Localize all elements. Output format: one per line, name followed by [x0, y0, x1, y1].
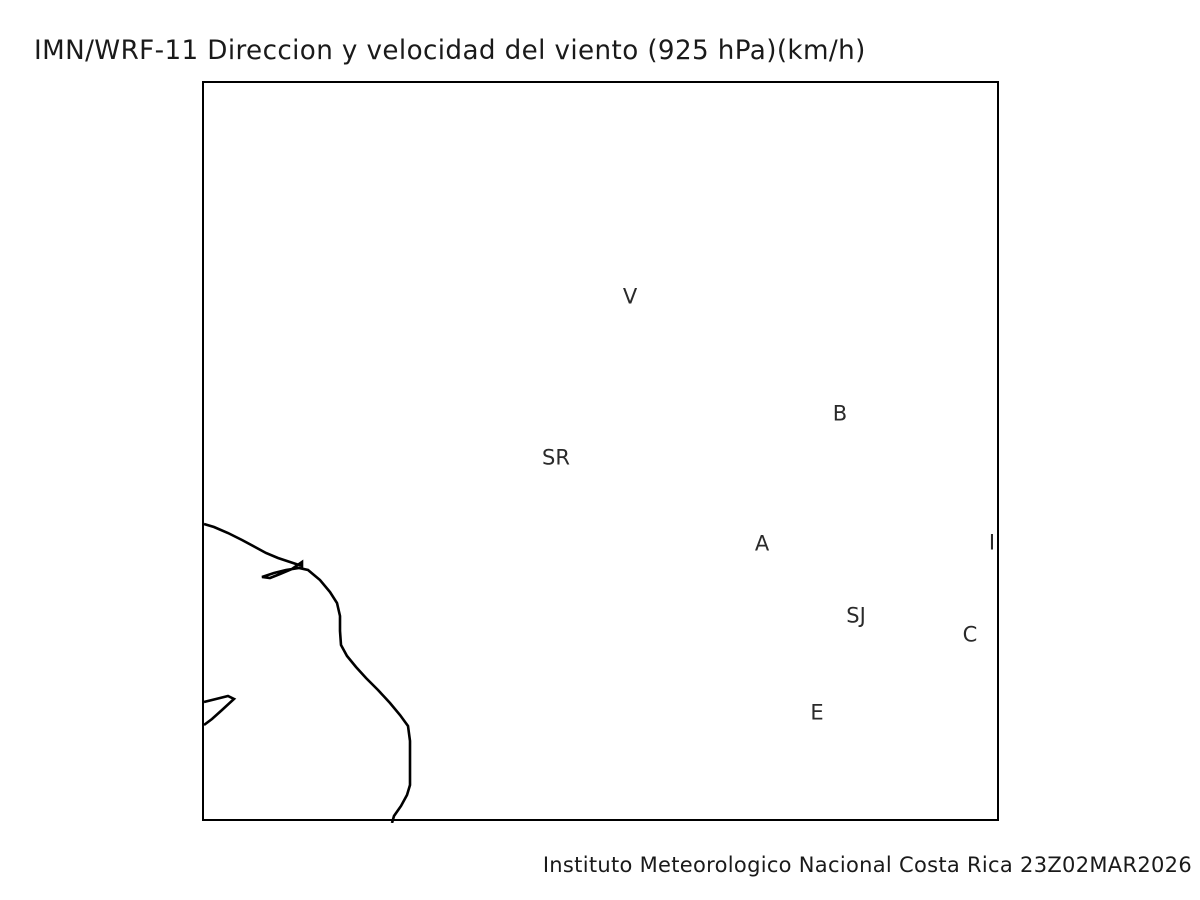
map-coastline-canvas	[204, 522, 412, 823]
station-label-i: I	[988, 530, 996, 555]
station-label-c: C	[962, 622, 978, 647]
station-label-a: A	[754, 531, 770, 556]
station-label-e: E	[810, 700, 824, 725]
map-frame: V B SR A I SJ C E	[202, 81, 999, 823]
coastline-pacific-coast-nicoya	[204, 522, 412, 823]
footer-credit: Instituto Meteorologico Nacional Costa R…	[542, 853, 1192, 877]
station-label-sj: SJ	[846, 603, 866, 628]
page-title: IMN/WRF-11 Direccion y velocidad del vie…	[34, 35, 866, 66]
coastline-peninsula-small	[204, 694, 237, 727]
coastline-group	[204, 522, 412, 823]
station-label-b: B	[832, 401, 848, 426]
station-label-v: V	[622, 284, 638, 309]
station-label-sr: SR	[542, 445, 570, 470]
